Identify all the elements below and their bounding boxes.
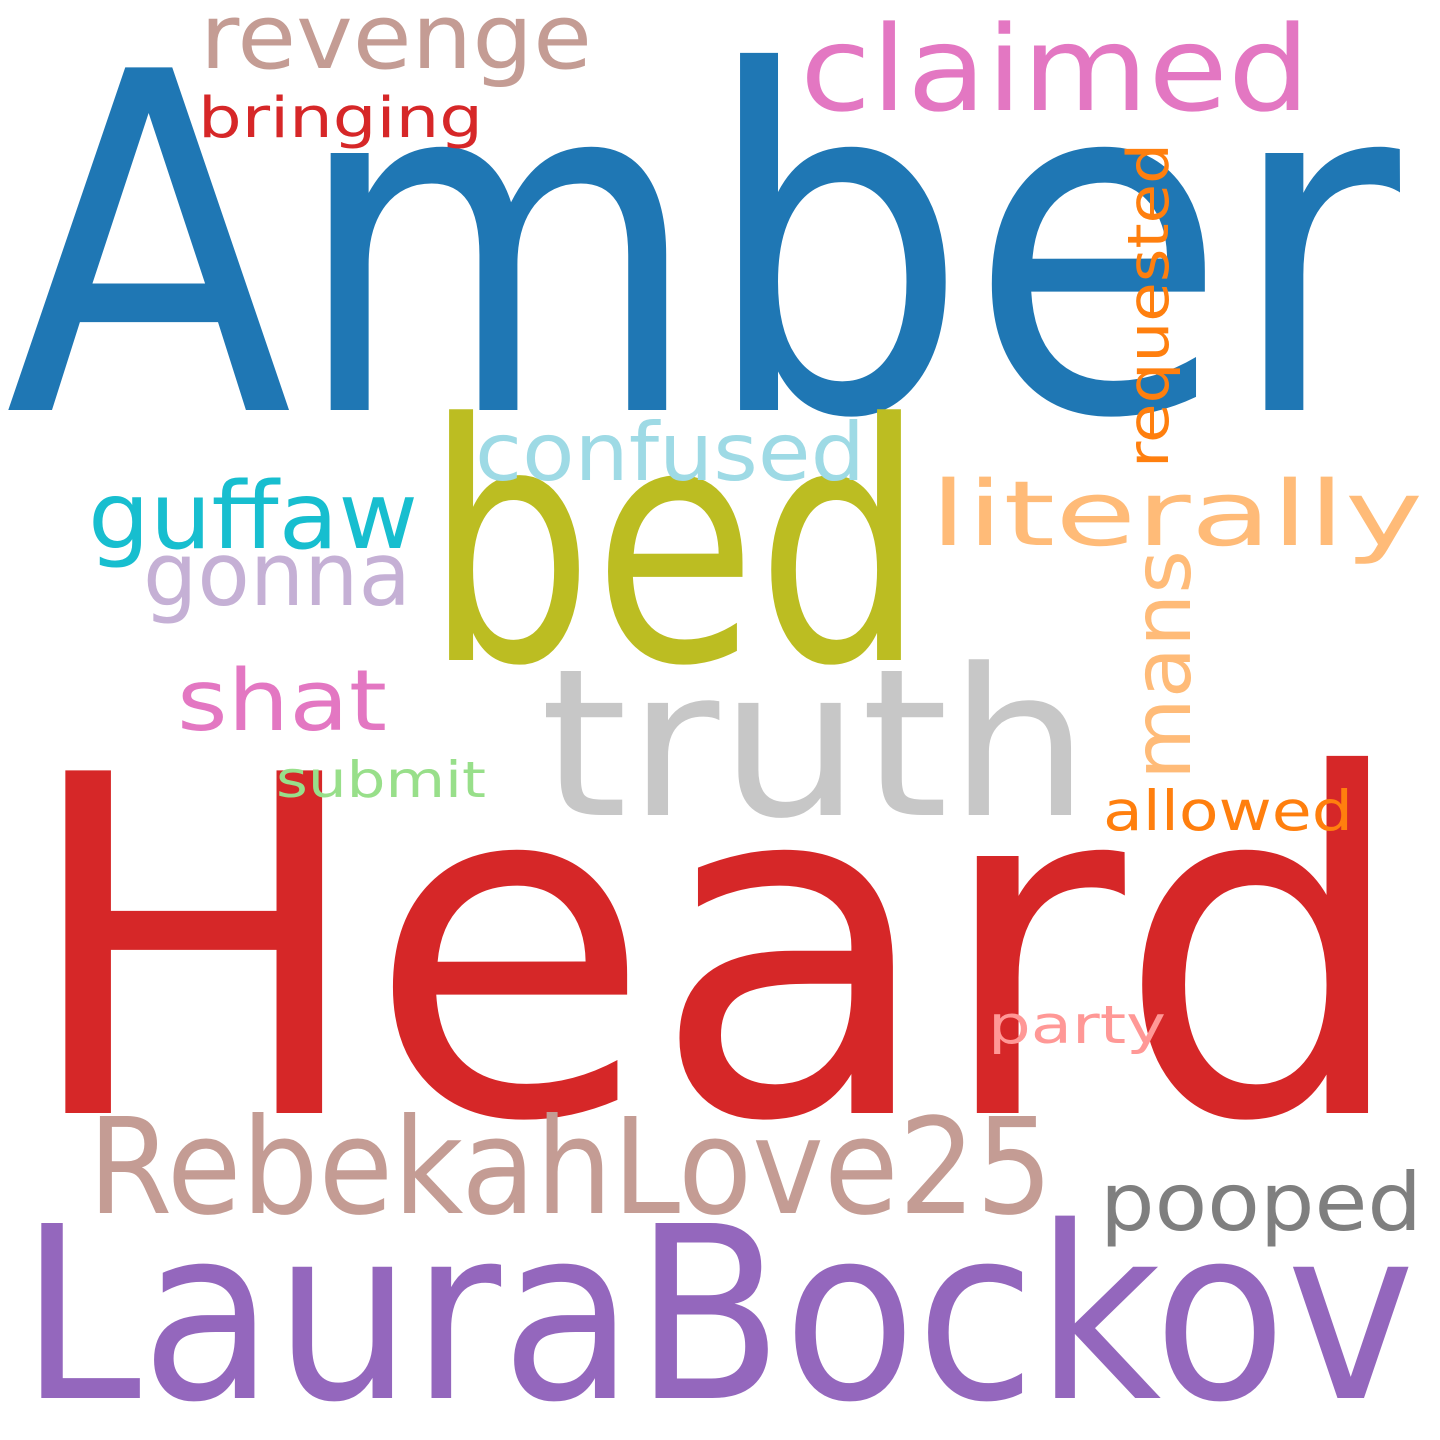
word-guffaw: guffaw xyxy=(88,462,418,570)
word-gonna: gonna xyxy=(143,523,411,626)
word-rebekahlove25: RebekahLove25 xyxy=(88,1091,1053,1245)
word-truth: truth xyxy=(540,626,1090,864)
word-amber: Amber xyxy=(5,0,1405,521)
word-submit: submit xyxy=(276,751,486,809)
word-revenge: revenge xyxy=(200,0,592,90)
word-literally: literally xyxy=(930,462,1423,567)
word-pooped: pooped xyxy=(1100,1156,1422,1249)
word-party: party xyxy=(988,995,1166,1056)
word-shat: shat xyxy=(177,652,387,751)
word-laurabockov: LauraBockov xyxy=(20,1175,1415,1440)
word-bringing: bringing xyxy=(198,86,483,151)
word-mans: mans xyxy=(1116,550,1209,780)
word-requested: requested xyxy=(1116,143,1182,468)
word-bed: bed xyxy=(425,354,925,738)
word-heard: Heard xyxy=(20,677,1410,1224)
word-confused: confused xyxy=(475,406,865,499)
word-allowed: allowed xyxy=(1103,779,1353,843)
word-claimed: claimed xyxy=(800,0,1310,138)
